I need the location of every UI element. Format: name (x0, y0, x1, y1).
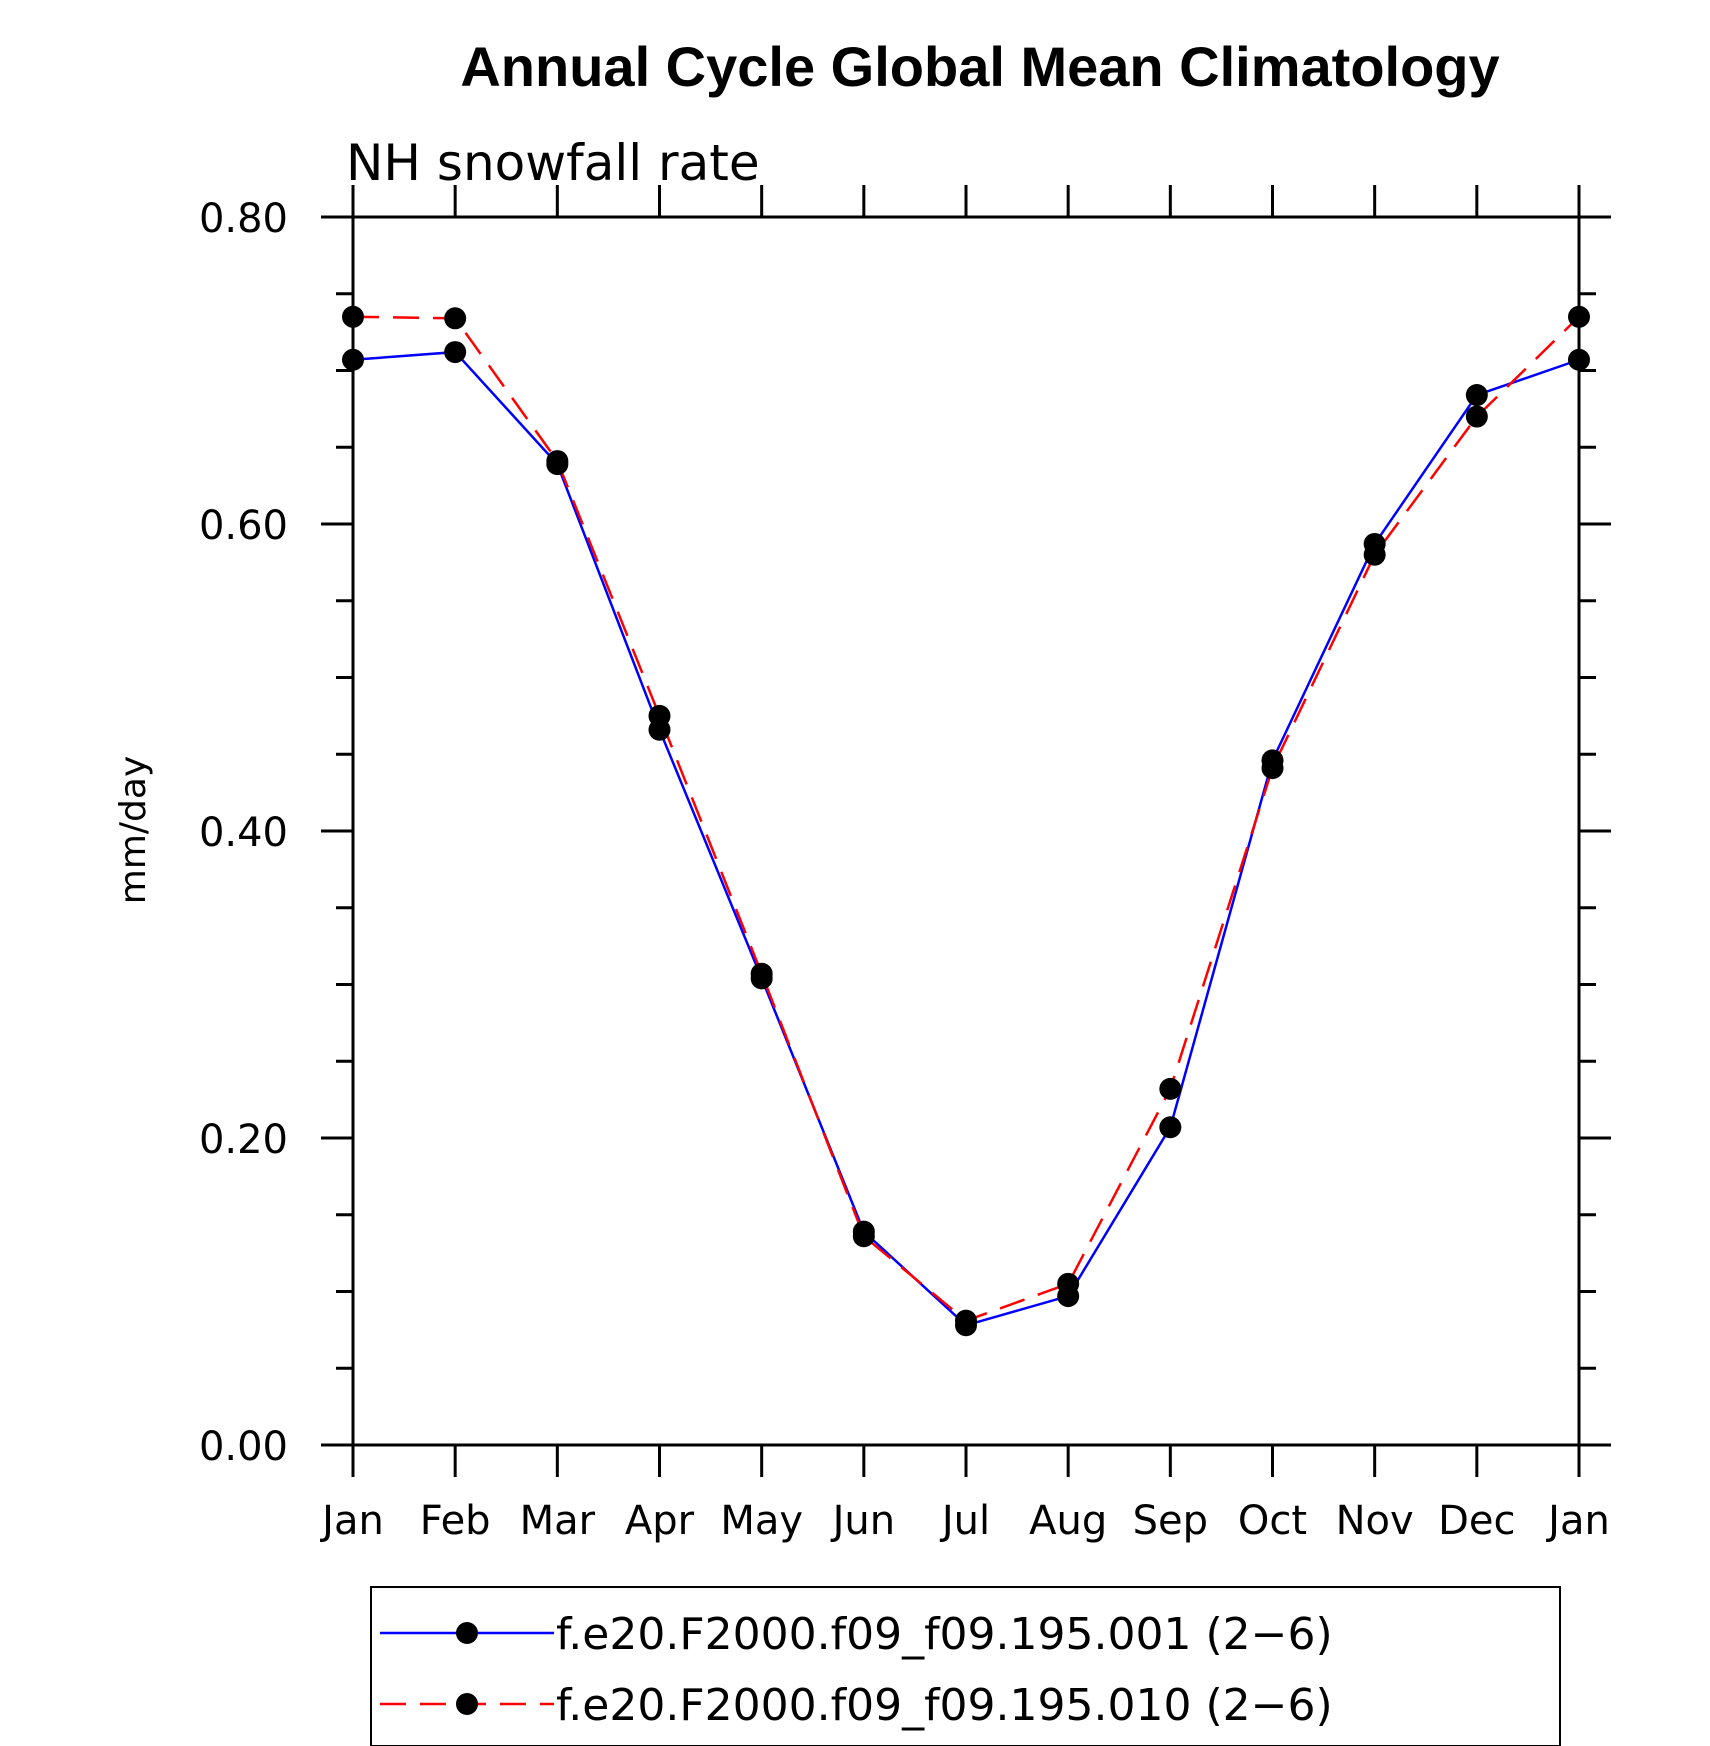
series-1-point (1465, 384, 1488, 407)
x-tick-label: Apr (625, 1498, 695, 1544)
series-1-point (444, 341, 467, 364)
series-2-point (648, 704, 671, 727)
y-tick-labels: 0.00 0.20 0.40 0.60 0.80 (199, 196, 288, 1470)
axis-ticks (321, 185, 1611, 1477)
x-tick-label: Dec (1438, 1498, 1515, 1544)
series-line-2 (352, 315, 1580, 1323)
legend-label-series-1: f.e20.F2000.f09_f09.195.001 (2−6) (556, 1609, 1333, 1660)
series-2-point (1057, 1272, 1080, 1295)
x-tick-label: Feb (420, 1498, 491, 1544)
series-1-point (1159, 1116, 1182, 1139)
x-tick-label: Sep (1133, 1498, 1208, 1544)
legend-marker-series-1 (456, 1622, 478, 1644)
legend-box (370, 1586, 1561, 1746)
series-line-1 (352, 350, 1580, 1327)
x-tick-label: Jul (939, 1498, 990, 1544)
series-2-point (546, 450, 569, 473)
y-tick-label: 0.80 (199, 196, 288, 242)
chart-title: Annual Cycle Global Mean Climatology (460, 35, 1499, 98)
x-tick-label: Aug (1029, 1498, 1107, 1544)
series-2-point (750, 962, 773, 985)
x-tick-label: Jun (830, 1498, 896, 1544)
plot-frame (351, 215, 1581, 1447)
series-layer (342, 305, 1590, 1337)
y-axis-label: mm/day (113, 756, 154, 904)
x-tick-labels: Jan Feb Mar Apr May Jun Jul Aug Sep Oct Nov Dec Jan (319, 1498, 1610, 1544)
x-tick-label: Mar (520, 1498, 596, 1544)
legend: f.e20.F2000.f09_f09.195.001 (2−6) f.e20.… (370, 1586, 1561, 1746)
series-2-point (1363, 543, 1386, 566)
series-2-point (852, 1225, 875, 1248)
y-tick-label: 0.00 (199, 1424, 288, 1470)
y-tick-label: 0.20 (199, 1117, 288, 1163)
y-tick-label: 0.40 (199, 810, 288, 856)
x-tick-label: Nov (1336, 1498, 1414, 1544)
series-2-point (1159, 1077, 1182, 1100)
x-tick-label: Oct (1238, 1498, 1307, 1544)
legend-label-series-2: f.e20.F2000.f09_f09.195.010 (2−6) (556, 1680, 1333, 1731)
series-2-point (1261, 757, 1284, 780)
x-tick-label: May (720, 1498, 803, 1544)
legend-marker-series-2 (456, 1693, 478, 1715)
chart-subtitle: NH snowfall rate (346, 134, 760, 192)
series-2-point (1465, 405, 1488, 428)
series-2-point (444, 307, 467, 330)
series-2-point (955, 1309, 977, 1332)
y-tick-label: 0.60 (199, 503, 288, 549)
x-tick-label: Jan (319, 1498, 384, 1544)
x-tick-label: Jan (1545, 1498, 1610, 1544)
